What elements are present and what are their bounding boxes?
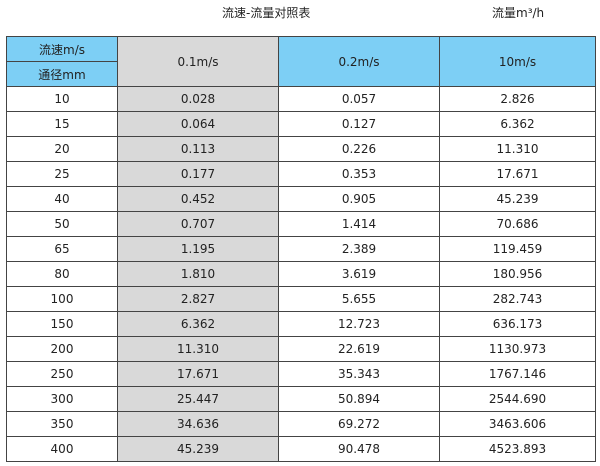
flow-cell: 70.686 [439,211,596,237]
table-row: 350 34.636 69.272 3463.606 [6,411,596,437]
flow-cell: 2.827 [117,286,279,312]
flow-cell: 2.826 [439,86,596,112]
flow-cell: 0.127 [278,111,440,137]
flow-cell: 0.452 [117,186,279,212]
flow-cell: 0.353 [278,161,440,187]
flow-cell: 35.343 [278,361,440,387]
flow-cell: 0.113 [117,136,279,162]
header-row: 流速m/s 0.1m/s 0.2m/s 10m/s [6,36,596,87]
column-header: 0.2m/s [278,36,440,87]
flow-cell: 11.310 [439,136,596,162]
table-row: 200 11.310 22.619 1130.973 [6,336,596,362]
column-header: 10m/s [439,36,596,87]
flow-cell: 22.619 [278,336,440,362]
table-row: 250 17.671 35.343 1767.146 [6,361,596,387]
flow-cell: 0.226 [278,136,440,162]
flow-cell: 17.671 [117,361,279,387]
flow-cell: 2.389 [278,236,440,262]
flow-cell: 11.310 [117,336,279,362]
diameter-cell: 80 [6,261,118,287]
diameter-cell: 65 [6,236,118,262]
flow-cell: 0.905 [278,186,440,212]
diameter-cell: 25 [6,161,118,187]
flow-cell: 0.064 [117,111,279,137]
diameter-header: 通径mm [6,61,118,87]
flow-cell: 69.272 [278,411,440,437]
table-row: 100 2.827 5.655 282.743 [6,286,596,312]
diameter-cell: 250 [6,361,118,387]
table-row: 15 0.064 0.127 6.362 [6,111,596,137]
flow-cell: 4523.893 [439,436,596,462]
table-row: 40 0.452 0.905 45.239 [6,186,596,212]
table-row: 400 45.239 90.478 4523.893 [6,436,596,462]
flow-cell: 50.894 [278,386,440,412]
table-title: 流速-流量对照表 [222,6,311,20]
diameter-cell: 200 [6,336,118,362]
table-row: 300 25.447 50.894 2544.690 [6,386,596,412]
flow-cell: 0.177 [117,161,279,187]
table-row: 20 0.113 0.226 11.310 [6,136,596,162]
flow-cell: 0.707 [117,211,279,237]
speed-header: 流速m/s [6,36,118,62]
flow-cell: 3.619 [278,261,440,287]
diameter-cell: 300 [6,386,118,412]
flow-cell: 1.810 [117,261,279,287]
flow-cell: 6.362 [439,111,596,137]
diameter-cell: 40 [6,186,118,212]
flow-cell: 1.414 [278,211,440,237]
flow-cell: 90.478 [278,436,440,462]
flow-cell: 119.459 [439,236,596,262]
flow-cell: 1767.146 [439,361,596,387]
diameter-cell: 350 [6,411,118,437]
diameter-cell: 100 [6,286,118,312]
header-row: 通径mm [6,61,596,87]
flow-cell: 282.743 [439,286,596,312]
diameter-cell: 150 [6,311,118,337]
diameter-cell: 15 [6,111,118,137]
flow-cell: 636.173 [439,311,596,337]
flow-cell: 3463.606 [439,411,596,437]
flow-cell: 12.723 [278,311,440,337]
column-header: 0.1m/s [117,36,279,87]
flow-cell: 0.028 [117,86,279,112]
flow-cell: 45.239 [117,436,279,462]
flow-cell: 180.956 [439,261,596,287]
diameter-cell: 10 [6,86,118,112]
flow-cell: 17.671 [439,161,596,187]
flow-cell: 0.057 [278,86,440,112]
flow-cell: 34.636 [117,411,279,437]
unit-label: 流量m³/h [492,6,545,20]
diameter-cell: 400 [6,436,118,462]
table-row: 80 1.810 3.619 180.956 [6,261,596,287]
table-row: 10 0.028 0.057 2.826 [6,86,596,112]
flow-cell: 1130.973 [439,336,596,362]
diameter-cell: 50 [6,211,118,237]
flow-table: 流速m/s 0.1m/s 0.2m/s 10m/s 通径mm 10 0.028 0.… [6,36,596,462]
flow-cell: 5.655 [278,286,440,312]
table-row: 65 1.195 2.389 119.459 [6,236,596,262]
table-row: 50 0.707 1.414 70.686 [6,211,596,237]
flow-cell: 25.447 [117,386,279,412]
flow-cell: 1.195 [117,236,279,262]
table-row: 150 6.362 12.723 636.173 [6,311,596,337]
diameter-cell: 20 [6,136,118,162]
flow-cell: 6.362 [117,311,279,337]
flow-cell: 2544.690 [439,386,596,412]
table-row: 25 0.177 0.353 17.671 [6,161,596,187]
flow-cell: 45.239 [439,186,596,212]
